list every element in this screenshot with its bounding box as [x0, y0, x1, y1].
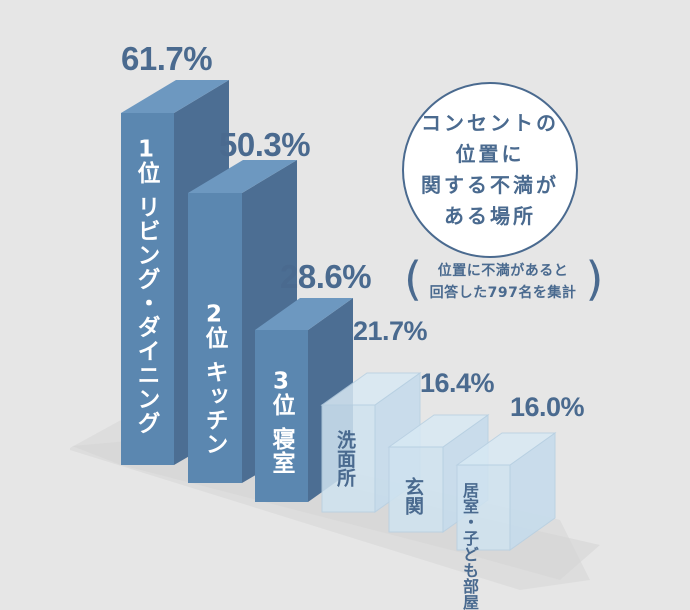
bar-label-4: 洗面所 [334, 430, 356, 487]
category-name-3: 寝室 [268, 427, 294, 475]
title-line-2: 位置に [455, 142, 525, 166]
bar-6-kids-room [455, 432, 557, 551]
value-label-bar-2: 50.3% [219, 126, 311, 163]
category-name-6-line1: 居室・ [460, 482, 479, 530]
rank-number-2: 2 [205, 303, 222, 326]
category-name-2: キッチン [201, 360, 227, 456]
rank-suffix-2: 位 [201, 326, 227, 350]
value-label-bar-3: 28.6% [280, 258, 372, 295]
value-label-bar-6: 16.0% [510, 392, 585, 422]
bar-label-1: 1位リビング・ダイニング [133, 138, 159, 435]
title-line-3: 関する不満が [421, 173, 559, 197]
close-paren: ) [585, 252, 604, 306]
note-line-2: 回答した797名を集計 [429, 285, 577, 301]
bar-label-5: 玄関 [402, 477, 424, 515]
rank-suffix-3: 位 [268, 393, 294, 417]
value-label-bar-1: 61.7% [121, 40, 213, 77]
value-label-bar-5: 16.4% [420, 368, 495, 398]
rank-suffix-1: 位 [133, 161, 159, 185]
open-paren: ( [404, 252, 423, 306]
category-name-1: リビング・ダイニング [133, 195, 159, 435]
rank-number-3: 3 [272, 370, 289, 393]
value-label-bar-4: 21.7% [353, 316, 428, 346]
category-name-6-line2: 子ども部屋 [460, 530, 479, 610]
title-line-1: コンセントの [421, 111, 559, 135]
bar-label-6: 居室・子ども部屋 [460, 462, 479, 610]
bar-label-2: 2位キッチン [201, 303, 227, 456]
rank-number-1: 1 [137, 138, 154, 161]
bar-label-3: 3位寝室 [268, 370, 294, 475]
survey-note: ( 位置に不満があると 回答した797名を集計 ) [404, 254, 603, 308]
note-line-1: 位置に不満があると [437, 263, 569, 279]
chart-title-badge: コンセントの 位置に 関する不満が ある場所 [402, 82, 578, 258]
title-line-4: ある場所 [444, 204, 536, 228]
